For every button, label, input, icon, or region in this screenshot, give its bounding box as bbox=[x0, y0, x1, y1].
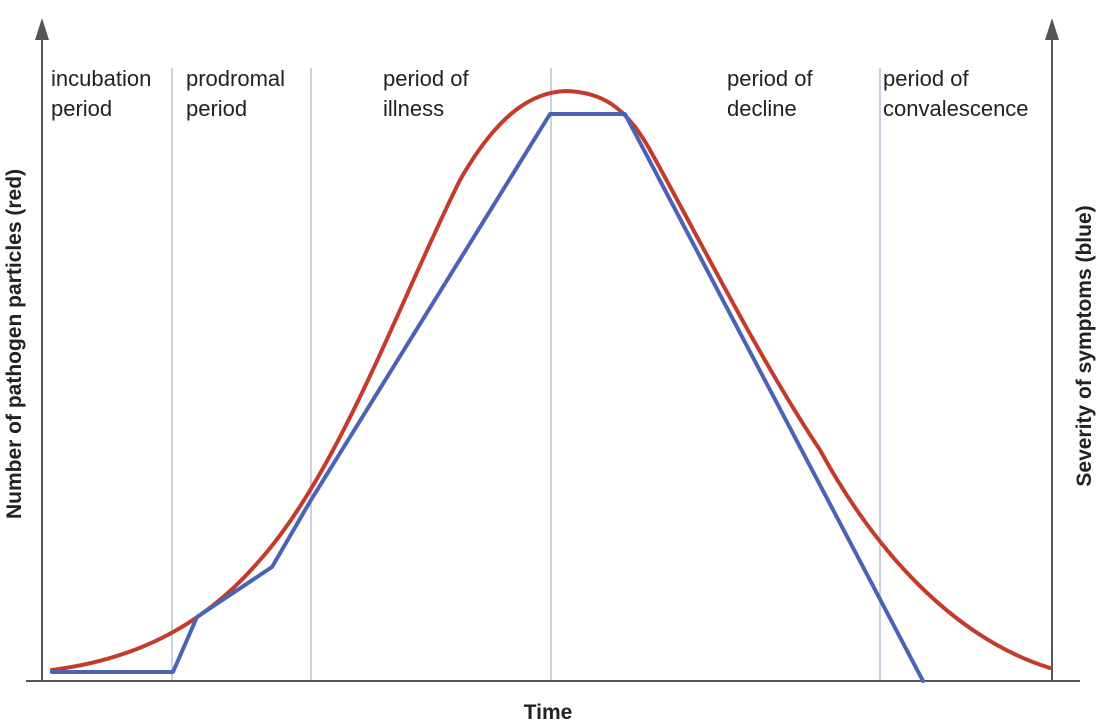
right-y-axis-arrow-icon bbox=[1045, 18, 1059, 40]
phase-label-illness: period of illness bbox=[383, 66, 475, 121]
phase-label-illness-line2: illness bbox=[383, 96, 444, 121]
phase-label-incubation: incubation period bbox=[51, 66, 157, 121]
phase-label-prodromal-line2: period bbox=[186, 96, 247, 121]
phase-label-illness-line1: period of bbox=[383, 66, 470, 91]
left-y-axis-arrow-icon bbox=[35, 18, 49, 40]
left-y-axis-title: Number of pathogen particles (red) bbox=[3, 169, 26, 519]
pathogen-particles-curve bbox=[50, 89, 1052, 672]
phase-label-convalescence-line2: convalescence bbox=[883, 96, 1029, 121]
phase-label-prodromal: prodromal period bbox=[186, 66, 291, 121]
phase-label-decline-line2: decline bbox=[727, 96, 797, 121]
right-y-axis-title: Severity of symptoms (blue) bbox=[1073, 205, 1096, 486]
symptom-severity-line bbox=[50, 112, 925, 683]
phase-label-incubation-line2: period bbox=[51, 96, 112, 121]
phase-label-convalescence-line1: period of bbox=[883, 66, 970, 91]
phase-label-convalescence: period of convalescence bbox=[883, 66, 1029, 121]
x-axis-title: Time bbox=[524, 701, 573, 724]
phase-label-incubation-line1: incubation bbox=[51, 66, 151, 91]
phase-label-decline: period of decline bbox=[727, 66, 819, 121]
phase-label-prodromal-line1: prodromal bbox=[186, 66, 285, 91]
phase-label-decline-line1: period of bbox=[727, 66, 814, 91]
